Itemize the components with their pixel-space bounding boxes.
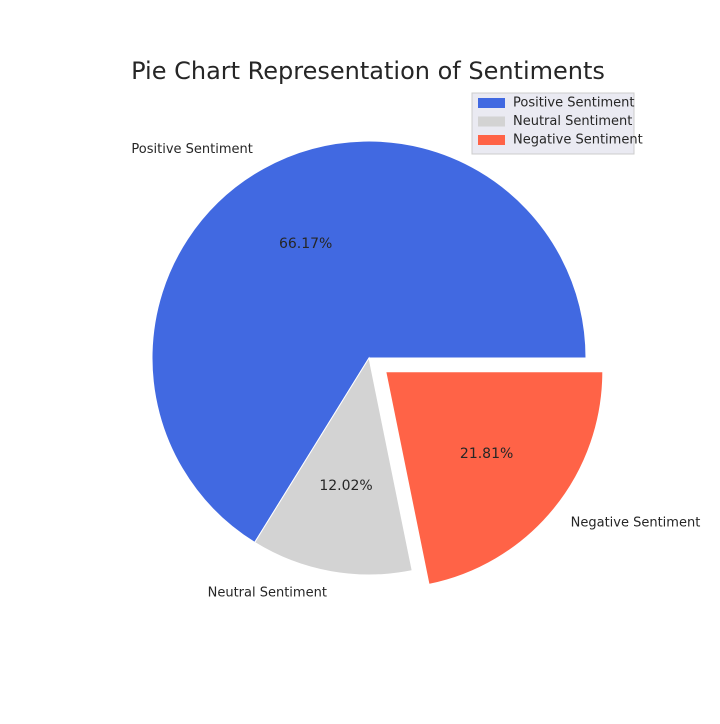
legend-swatch-neutral-sentiment <box>478 116 505 127</box>
pct-label-positive-sentiment: 66.17% <box>279 236 332 252</box>
pie-labels: Positive Sentiment 66.17% Neutral Sentimen… <box>131 142 700 601</box>
pct-label-neutral-sentiment: 12.02% <box>319 478 372 494</box>
slice-label-negative-sentiment: Negative Sentiment <box>571 515 701 530</box>
pie-slice-negative-sentiment <box>385 371 604 585</box>
legend-swatch-positive-sentiment <box>478 98 505 108</box>
legend-label-neutral-sentiment: Neutral Sentiment <box>513 114 632 129</box>
pie-slices <box>151 140 604 585</box>
slice-label-positive-sentiment: Positive Sentiment <box>131 142 252 157</box>
pie-slice-neutral-sentiment <box>254 356 413 576</box>
slice-label-neutral-sentiment: Neutral Sentiment <box>208 585 327 600</box>
legend: Positive Sentiment Neutral Sentiment Negat… <box>471 92 643 155</box>
chart-title: Pie Chart Representation of Sentiments <box>131 57 605 85</box>
pct-label-negative-sentiment: 21.81% <box>460 446 513 462</box>
legend-swatch-negative-sentiment <box>478 135 505 145</box>
pie-slice-positive-sentiment <box>151 140 587 544</box>
legend-label-negative-sentiment: Negative Sentiment <box>513 133 643 148</box>
legend-label-positive-sentiment: Positive Sentiment <box>513 96 634 111</box>
